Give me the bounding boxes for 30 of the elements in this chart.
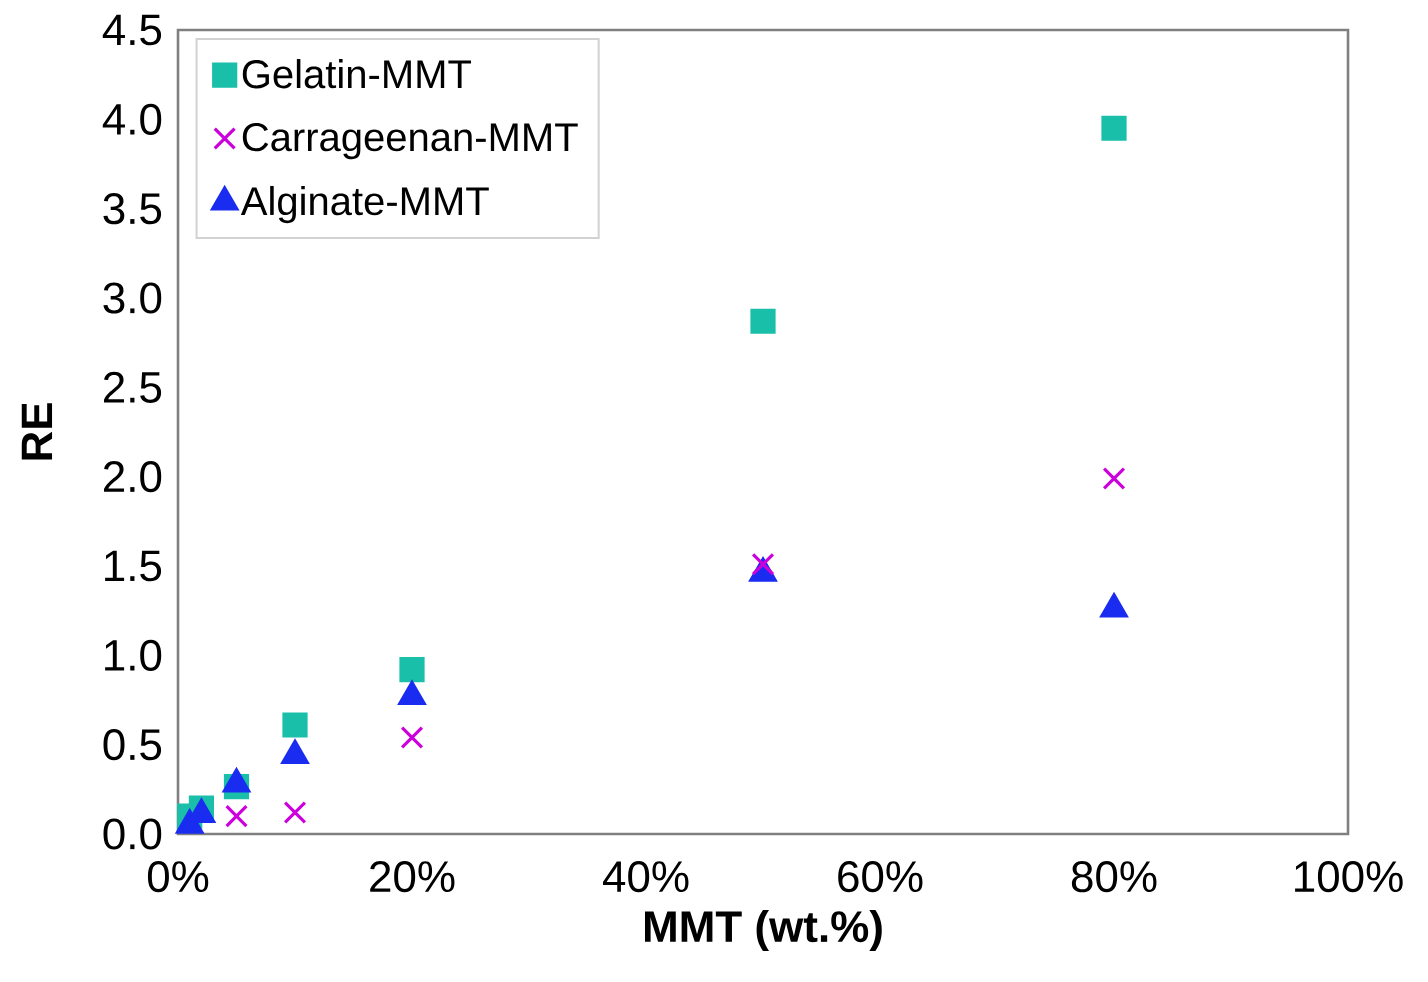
- x-axis-title: MMT (wt.%): [644, 909, 882, 951]
- point: [1101, 115, 1127, 141]
- y-tick-label: 2.0: [104, 461, 162, 493]
- x-tick-label: 60%: [838, 861, 923, 893]
- point: [750, 308, 776, 334]
- y-axis-title: RE: [21, 403, 53, 460]
- y-tick-label: 4.5: [102, 14, 162, 46]
- x-tick-label: 100%: [1295, 861, 1403, 893]
- point: [1102, 466, 1126, 490]
- point: [283, 801, 307, 825]
- y-tick-label: 0.5: [103, 729, 162, 761]
- y-tick-label: 3.5: [103, 193, 162, 225]
- point: [225, 804, 248, 828]
- legend-label: Gelatin-MMT: [242, 59, 472, 89]
- point: [400, 726, 424, 750]
- x-tick-label: 40%: [602, 861, 689, 893]
- y-tick-label: 1.5: [105, 550, 162, 582]
- y-tick-label: 0.0: [103, 818, 162, 850]
- x-tick-label: 20%: [370, 861, 455, 893]
- x-tick-label: 80%: [1071, 861, 1157, 893]
- y-tick-label: 1.0: [105, 639, 162, 671]
- point: [751, 552, 775, 576]
- y-tick-label: 2.5: [104, 371, 162, 403]
- legend-label: Alginate-MMT: [240, 185, 489, 224]
- y-tick-label: 4.0: [102, 103, 162, 135]
- y-tick-label: 3.0: [103, 282, 162, 314]
- x-tick-label: 0%: [147, 861, 209, 893]
- point: [399, 657, 425, 683]
- legend-label: Carrageenan-MMT: [242, 123, 578, 160]
- point: [282, 712, 308, 738]
